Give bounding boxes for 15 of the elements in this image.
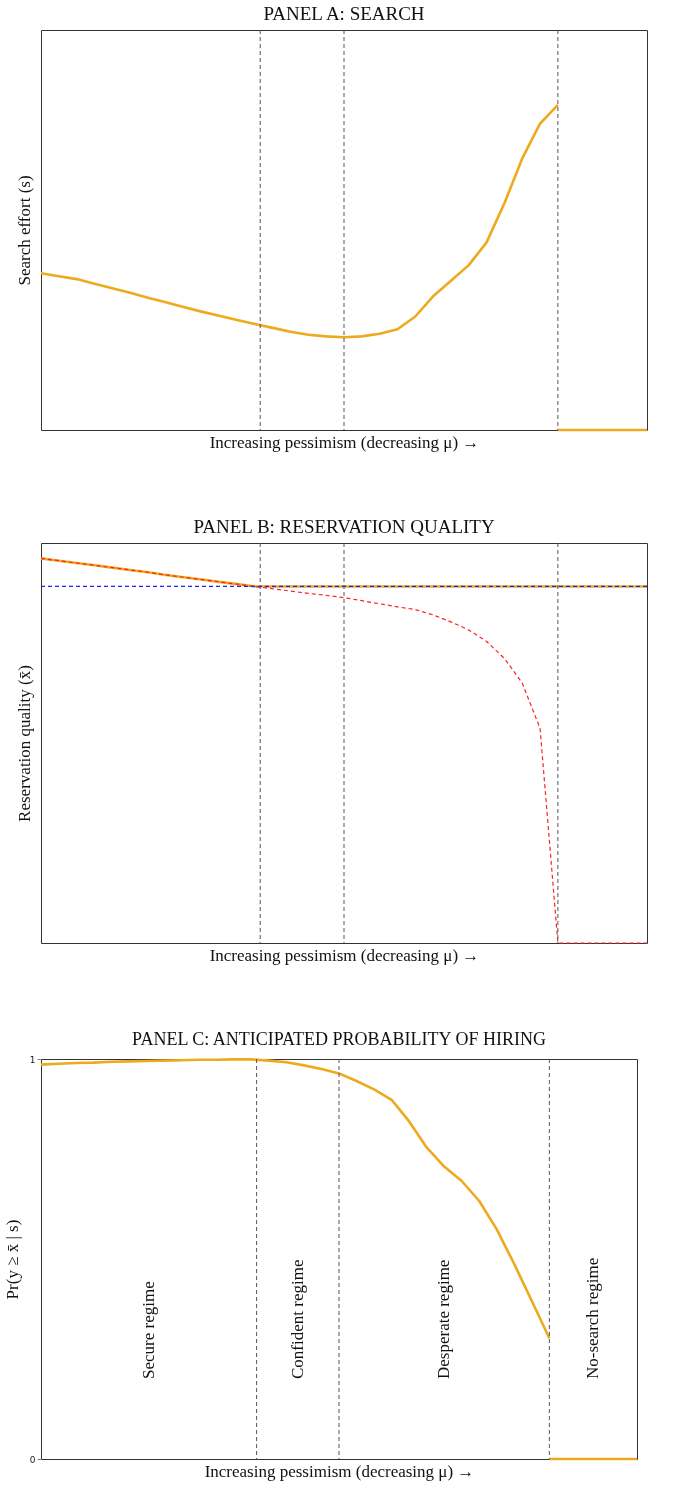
chart-title: PANEL C: ANTICIPATED PROBABILITY OF HIRING [132,1029,546,1049]
y-axis-title: Search effort (s) [14,175,34,286]
annotation: Secure regime [138,1281,158,1379]
chart-title: PANEL B: RESERVATION QUALITY [193,515,495,537]
annotation: Desperate regime [434,1259,454,1379]
x-axis-title: Increasing pessimism (decreasing μ) → [209,432,480,452]
chart-title: PANEL A: SEARCH [263,2,425,24]
x-axis-title: Increasing pessimism (decreasing μ) → [209,945,480,965]
y-tick-label: 1 [29,1054,36,1065]
y-axis-title: Pr(y ≥ x̄ | s) [2,1219,22,1300]
y-tick-label: 0 [29,1454,36,1465]
annotation: No-search regime [583,1257,603,1379]
annotation: Confident regime [287,1259,307,1379]
y-axis-title: Reservation quality (x̄) [14,665,34,822]
x-axis-title: Increasing pessimism (decreasing μ) → [204,1461,475,1481]
